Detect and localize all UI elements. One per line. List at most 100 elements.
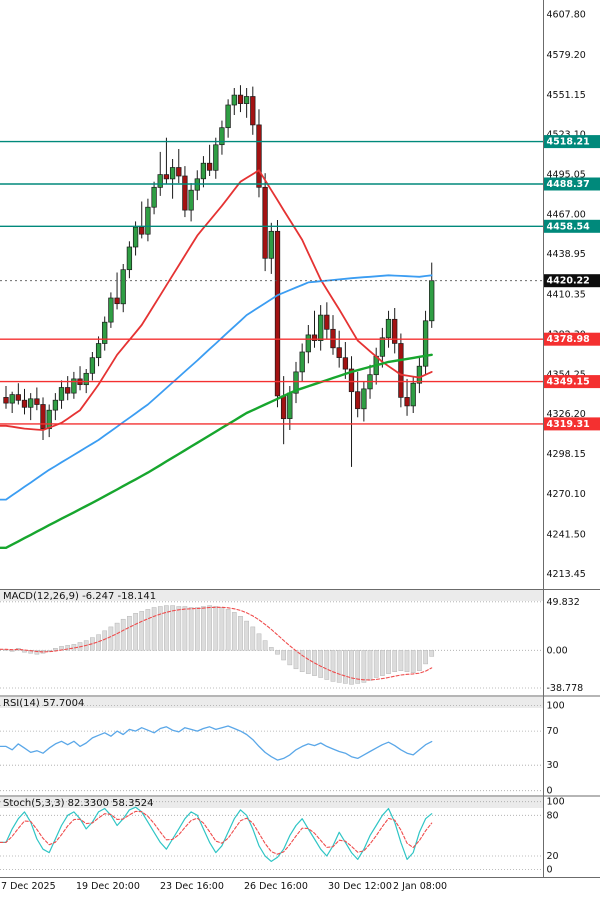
macd-histogram-bar bbox=[139, 611, 145, 651]
indicator-axis-label: 0.00 bbox=[547, 645, 568, 656]
macd-histogram-bar bbox=[355, 650, 361, 684]
candle-bullish bbox=[102, 321, 108, 344]
candle-bullish bbox=[83, 372, 89, 386]
indicator-axis-label: 49.832 bbox=[547, 597, 580, 608]
macd-signal-line bbox=[0, 606, 433, 681]
candle-bearish bbox=[114, 297, 120, 305]
macd-histogram-bar bbox=[380, 650, 385, 676]
macd-histogram-bar bbox=[373, 650, 379, 678]
candle-bearish bbox=[40, 404, 46, 429]
level-price-badge bbox=[544, 375, 600, 389]
candle-bullish bbox=[293, 371, 299, 394]
candle-bearish bbox=[256, 124, 262, 188]
macd-histogram-bar bbox=[361, 650, 367, 683]
price-axis-label: 4213.45 bbox=[547, 569, 586, 580]
candle-bearish bbox=[336, 347, 342, 358]
macd-histogram-bar bbox=[386, 650, 391, 674]
indicator-axis-label: 70 bbox=[547, 726, 559, 737]
candle-bullish bbox=[318, 314, 324, 341]
candle-bearish bbox=[237, 94, 244, 104]
candle-bullish bbox=[416, 365, 423, 384]
level-price-badge bbox=[544, 177, 600, 191]
candle-bullish bbox=[379, 337, 386, 357]
candle-bullish bbox=[268, 230, 274, 259]
stoch-k-line bbox=[0, 806, 433, 863]
current-price-badge bbox=[544, 274, 600, 288]
macd-histogram-bar bbox=[164, 605, 169, 651]
candle-bullish bbox=[225, 104, 231, 129]
candle-bearish bbox=[262, 186, 268, 259]
candle-bearish bbox=[355, 391, 361, 410]
macd-histogram-bar bbox=[410, 650, 416, 673]
level-price-badge-text: 4349.15 bbox=[547, 377, 590, 388]
rsi-indicator-label: RSI(14) 57.7004 bbox=[3, 698, 85, 709]
candle-bullish bbox=[9, 394, 15, 404]
macd-histogram-bar bbox=[213, 606, 219, 651]
candle-bullish bbox=[71, 378, 77, 394]
macd-histogram-bar bbox=[225, 609, 231, 651]
price-axis-label: 4298.15 bbox=[547, 449, 586, 460]
macd-histogram-bar bbox=[275, 650, 280, 655]
price-axis-label: 4270.10 bbox=[547, 489, 586, 500]
macd-histogram-bar bbox=[201, 606, 206, 651]
macd-histogram-bar bbox=[256, 633, 262, 651]
macd-histogram-bar bbox=[9, 650, 15, 652]
price-axis-label: 4410.35 bbox=[547, 290, 586, 301]
candle-bullish bbox=[157, 174, 163, 188]
candle-bullish bbox=[145, 206, 151, 235]
candle-bearish bbox=[21, 399, 28, 408]
level-price-badge-text: 4458.54 bbox=[547, 221, 591, 232]
macd-histogram-bar bbox=[324, 650, 330, 680]
candle-bearish bbox=[163, 174, 170, 180]
macd-histogram-bar bbox=[108, 626, 114, 651]
candle-bearish bbox=[274, 230, 281, 397]
macd-histogram-bar bbox=[34, 650, 40, 655]
price-axis-label: 4326.20 bbox=[547, 409, 586, 420]
macd-histogram-bar bbox=[176, 606, 182, 651]
rsi-line bbox=[0, 725, 433, 761]
candle-bearish bbox=[15, 394, 21, 401]
macd-histogram-bar bbox=[127, 616, 132, 651]
price-axis-label: 4495.05 bbox=[547, 170, 586, 181]
panel-label-strip bbox=[0, 797, 543, 808]
candle-bullish bbox=[95, 343, 102, 359]
candle-bullish bbox=[169, 167, 176, 180]
indicator-axis-label: 20 bbox=[547, 851, 559, 862]
current-price-badge-text: 4420.22 bbox=[547, 276, 590, 287]
macd-histogram-bar bbox=[231, 612, 237, 651]
time-axis-label: 26 Dec 16:00 bbox=[244, 881, 308, 892]
price-axis-label: 4354.25 bbox=[547, 369, 586, 380]
candle-bearish bbox=[311, 334, 318, 341]
price-axis-label: 4551.15 bbox=[547, 90, 586, 101]
macd-histogram-bar bbox=[114, 622, 120, 651]
candle-bullish bbox=[305, 334, 311, 353]
macd-histogram-bar bbox=[194, 607, 200, 651]
candle-bullish bbox=[361, 388, 367, 410]
candle-bearish bbox=[348, 368, 355, 393]
macd-histogram-bar bbox=[268, 647, 274, 651]
price-axis-label: 4241.50 bbox=[547, 529, 586, 540]
macd-histogram-bar bbox=[305, 650, 311, 674]
indicator-axis-label: 100 bbox=[547, 797, 565, 808]
macd-histogram-bar bbox=[133, 613, 138, 651]
macd-histogram-bar bbox=[398, 650, 404, 671]
macd-indicator-label: MACD(12,26,9) -6.247 -18.141 bbox=[3, 591, 157, 602]
macd-histogram-bar bbox=[293, 650, 299, 670]
time-axis-label: 23 Dec 16:00 bbox=[160, 881, 224, 892]
macd-histogram-bar bbox=[336, 650, 342, 683]
ma-slow-green bbox=[0, 353, 433, 549]
candle-bearish bbox=[182, 175, 188, 211]
macd-histogram-bar bbox=[417, 650, 422, 671]
candle-bullish bbox=[58, 387, 65, 401]
price-axis-label: 4438.95 bbox=[547, 249, 586, 260]
candle-bearish bbox=[404, 397, 410, 407]
candle-bearish bbox=[392, 318, 398, 344]
level-price-badge bbox=[544, 219, 600, 233]
macd-histogram-bar bbox=[250, 626, 256, 651]
macd-histogram-bar bbox=[281, 650, 286, 661]
macd-histogram-bar bbox=[170, 605, 175, 651]
candle-bearish bbox=[3, 397, 9, 404]
candle-bearish bbox=[342, 357, 349, 370]
candle-bullish bbox=[120, 269, 126, 305]
